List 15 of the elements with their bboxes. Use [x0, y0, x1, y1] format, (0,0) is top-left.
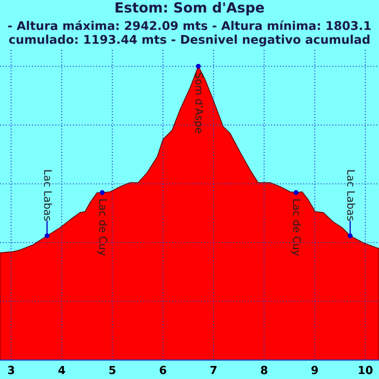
- chart-title: Estom: Som d'Aspe: [116, 2, 264, 16]
- annotation: Lac de Cuy: [97, 200, 108, 256]
- x-tick-label: 6: [160, 366, 166, 374]
- x-tick-label: 7: [210, 366, 217, 374]
- chart-subtitle: - Altura máxima: 2942.09 mts - Altura mínima: 1803.1 cumulado: 1193.44 mts - Desnivel negativo acumulad: [8, 20, 371, 46]
- annotation: Lac Labas: [347, 170, 356, 221]
- x-tick-label: 10: [358, 366, 373, 374]
- annotation: Som d'Aspe: [193, 72, 204, 134]
- x-tick-label: 9: [311, 366, 318, 374]
- annotation: Lac de Cuy: [290, 200, 302, 256]
- x-tick-label: 3: [8, 366, 14, 374]
- x-tick-label: 4: [58, 366, 66, 374]
- x-tick-label: 8: [260, 366, 268, 374]
- annotation: Lac Labas: [44, 170, 52, 221]
- x-tick-label: 5: [109, 366, 116, 374]
